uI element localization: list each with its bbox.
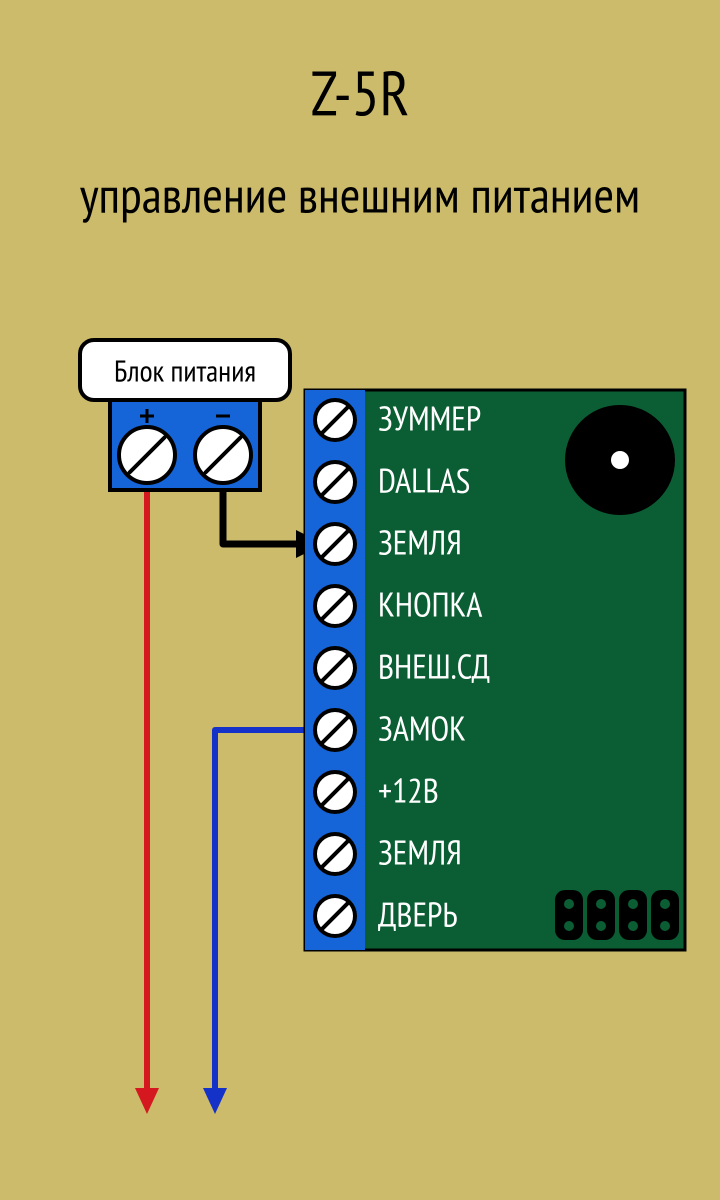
jumper-slot	[587, 890, 615, 940]
pin-label-8: ДВЕРЬ	[378, 893, 458, 937]
pin-label-0: ЗУММЕР	[378, 397, 481, 441]
title: Z-5R	[311, 54, 410, 134]
psu: Блок питания	[80, 340, 290, 490]
pin-label-4: ВНЕШ.СД	[378, 645, 490, 689]
pin-label-5: ЗАМОК	[378, 707, 466, 751]
pin-label-6: +12В	[378, 769, 439, 813]
subtitle: управление внешним питанием	[80, 162, 641, 227]
board: ЗУММЕР DALLAS ЗЕМЛЯ КНОПКА ВНЕШ.СД ЗАМОК +12В З…	[305, 390, 685, 950]
jumper-slot	[619, 890, 647, 940]
jumper-slot	[555, 890, 583, 940]
pin-label-3: КНОПКА	[378, 583, 482, 627]
pin-label-1: DALLAS	[378, 459, 470, 503]
jumper-slot	[651, 890, 679, 940]
pin-label-2: ЗЕМЛЯ	[378, 521, 462, 565]
psu-label: Блок питания	[114, 352, 256, 391]
pin-label-7: ЗЕМЛЯ	[378, 831, 462, 875]
